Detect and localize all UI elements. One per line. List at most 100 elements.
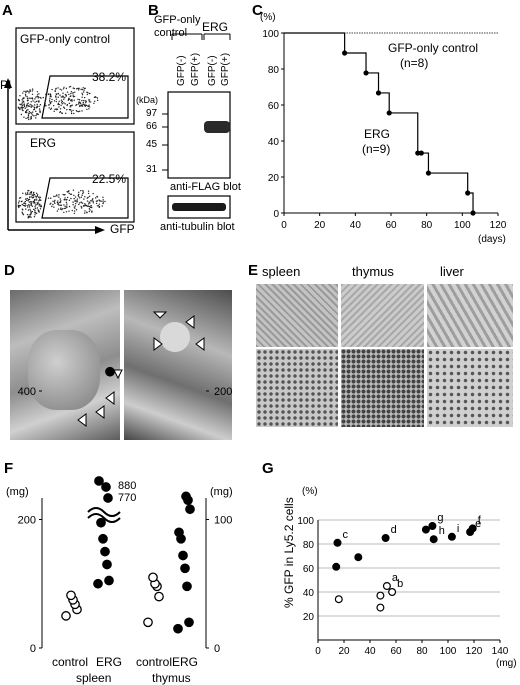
flow-event-dot <box>81 96 83 98</box>
flow-event-dot <box>66 104 68 107</box>
flow-event-dot <box>72 92 74 94</box>
flow-event-dot <box>65 95 67 97</box>
flow-event-dot <box>86 205 89 207</box>
flow-event-dot <box>61 112 63 115</box>
corr-point-label: a <box>392 572 399 584</box>
flow-event-dot <box>45 105 47 107</box>
flow-event-dot <box>88 101 91 103</box>
flow-event-dot <box>48 99 51 101</box>
flow-event-dot <box>72 96 75 98</box>
flow-event-dot <box>71 209 74 212</box>
flow-event-dot <box>59 198 62 200</box>
flow-event-dot <box>59 88 61 90</box>
flow-event-dot <box>23 104 25 106</box>
flow-event-dot <box>44 98 47 101</box>
flow-event-dot <box>37 100 40 102</box>
survival-erg-point <box>386 110 392 116</box>
flow-event-dot <box>86 197 89 199</box>
flow-event-dot <box>60 99 63 101</box>
flow-event-dot <box>56 210 59 212</box>
corr-point <box>429 535 438 544</box>
flow-event-dot <box>63 194 65 196</box>
flow-event-dot <box>90 204 92 207</box>
flow-event-dot <box>74 207 76 209</box>
flow-event-dot <box>47 93 50 95</box>
flow-event-dot <box>17 202 20 204</box>
weight-point <box>174 527 184 538</box>
weight-group-label: control <box>52 655 89 669</box>
flow-event-dot <box>87 203 90 205</box>
flow-event-dot <box>51 101 53 103</box>
flow-event-dot <box>59 110 62 113</box>
corr-x-unit: (mg) <box>496 658 517 669</box>
corr-x-tick-label: 60 <box>390 646 402 657</box>
flow-event-dot <box>37 202 39 204</box>
flow-event-dot <box>91 211 93 213</box>
flow-event-dot <box>68 205 71 208</box>
flow-event-dot <box>51 88 53 91</box>
weight-point <box>93 578 103 589</box>
weight-point <box>178 550 188 561</box>
flow-event-dot <box>19 103 21 105</box>
flow-event-dot <box>69 85 72 88</box>
flow-event-dot <box>36 113 38 115</box>
flow-event-dot <box>93 100 96 103</box>
flow-event-dot <box>80 196 83 198</box>
flow-event-dot <box>64 205 66 207</box>
flow-event-dot <box>17 205 19 207</box>
flow-event-dot <box>59 208 62 210</box>
flow-event-dot <box>96 97 99 99</box>
flow-event-dot <box>32 195 35 197</box>
flow-event-dot <box>32 193 34 195</box>
flow-event-dot <box>80 105 82 107</box>
flow-event-dot <box>81 207 83 209</box>
flow-event-dot <box>19 205 21 207</box>
flow-event-dot <box>36 105 39 107</box>
weight-point <box>100 546 110 557</box>
flow-event-dot <box>18 99 20 101</box>
flow-event-dot <box>69 95 72 98</box>
blot-lane-label: GFP(-) <box>207 55 218 86</box>
flow-event-dot <box>37 210 40 212</box>
corr-point-label: d <box>391 524 397 536</box>
flow-event-dot <box>20 200 23 203</box>
weight-point <box>173 623 183 634</box>
flow-event-dot <box>84 203 86 205</box>
flow-event-dot <box>82 191 85 193</box>
flow-event-dot <box>29 214 31 216</box>
weight-point <box>102 559 112 570</box>
flow-event-dot <box>66 104 69 106</box>
flow-event-dot <box>70 99 72 102</box>
flow-event-dot <box>85 104 87 106</box>
survival-x-tick-label: 120 <box>490 220 507 231</box>
weight-point <box>154 591 164 602</box>
flow-event-dot <box>40 205 42 208</box>
flow-event-dot <box>80 104 83 107</box>
flow-event-dot <box>81 202 84 204</box>
flow-event-dot <box>84 204 86 206</box>
corr-point <box>381 533 390 542</box>
survival-y-unit: (%) <box>260 12 276 23</box>
flow-event-dot <box>27 215 30 218</box>
flow-event-dot <box>31 201 33 203</box>
flow-event-dot <box>30 201 32 203</box>
flow-event-dot <box>29 210 32 212</box>
flow-event-dot <box>56 195 58 197</box>
flow-event-dot <box>58 196 60 198</box>
flow-event-dot <box>83 104 86 107</box>
flow-event-dot <box>36 106 39 108</box>
flow-event-dot <box>61 112 63 114</box>
blot-tubulin-label: anti-tubulin blot <box>160 221 235 233</box>
flow-event-dot <box>80 104 83 107</box>
flow-event-dot <box>67 98 70 100</box>
flow-event-dot <box>26 197 28 200</box>
flow-event-dot <box>20 104 22 106</box>
blot-marker-31: 31 <box>146 164 158 175</box>
flow-event-dot <box>49 101 51 103</box>
flow-event-dot <box>27 209 30 211</box>
flow-event-dot <box>22 212 24 215</box>
flow-event-dot <box>38 200 40 202</box>
flow-event-dot <box>48 104 50 106</box>
flow-event-dot <box>32 196 35 199</box>
flow-event-dot <box>27 97 29 100</box>
